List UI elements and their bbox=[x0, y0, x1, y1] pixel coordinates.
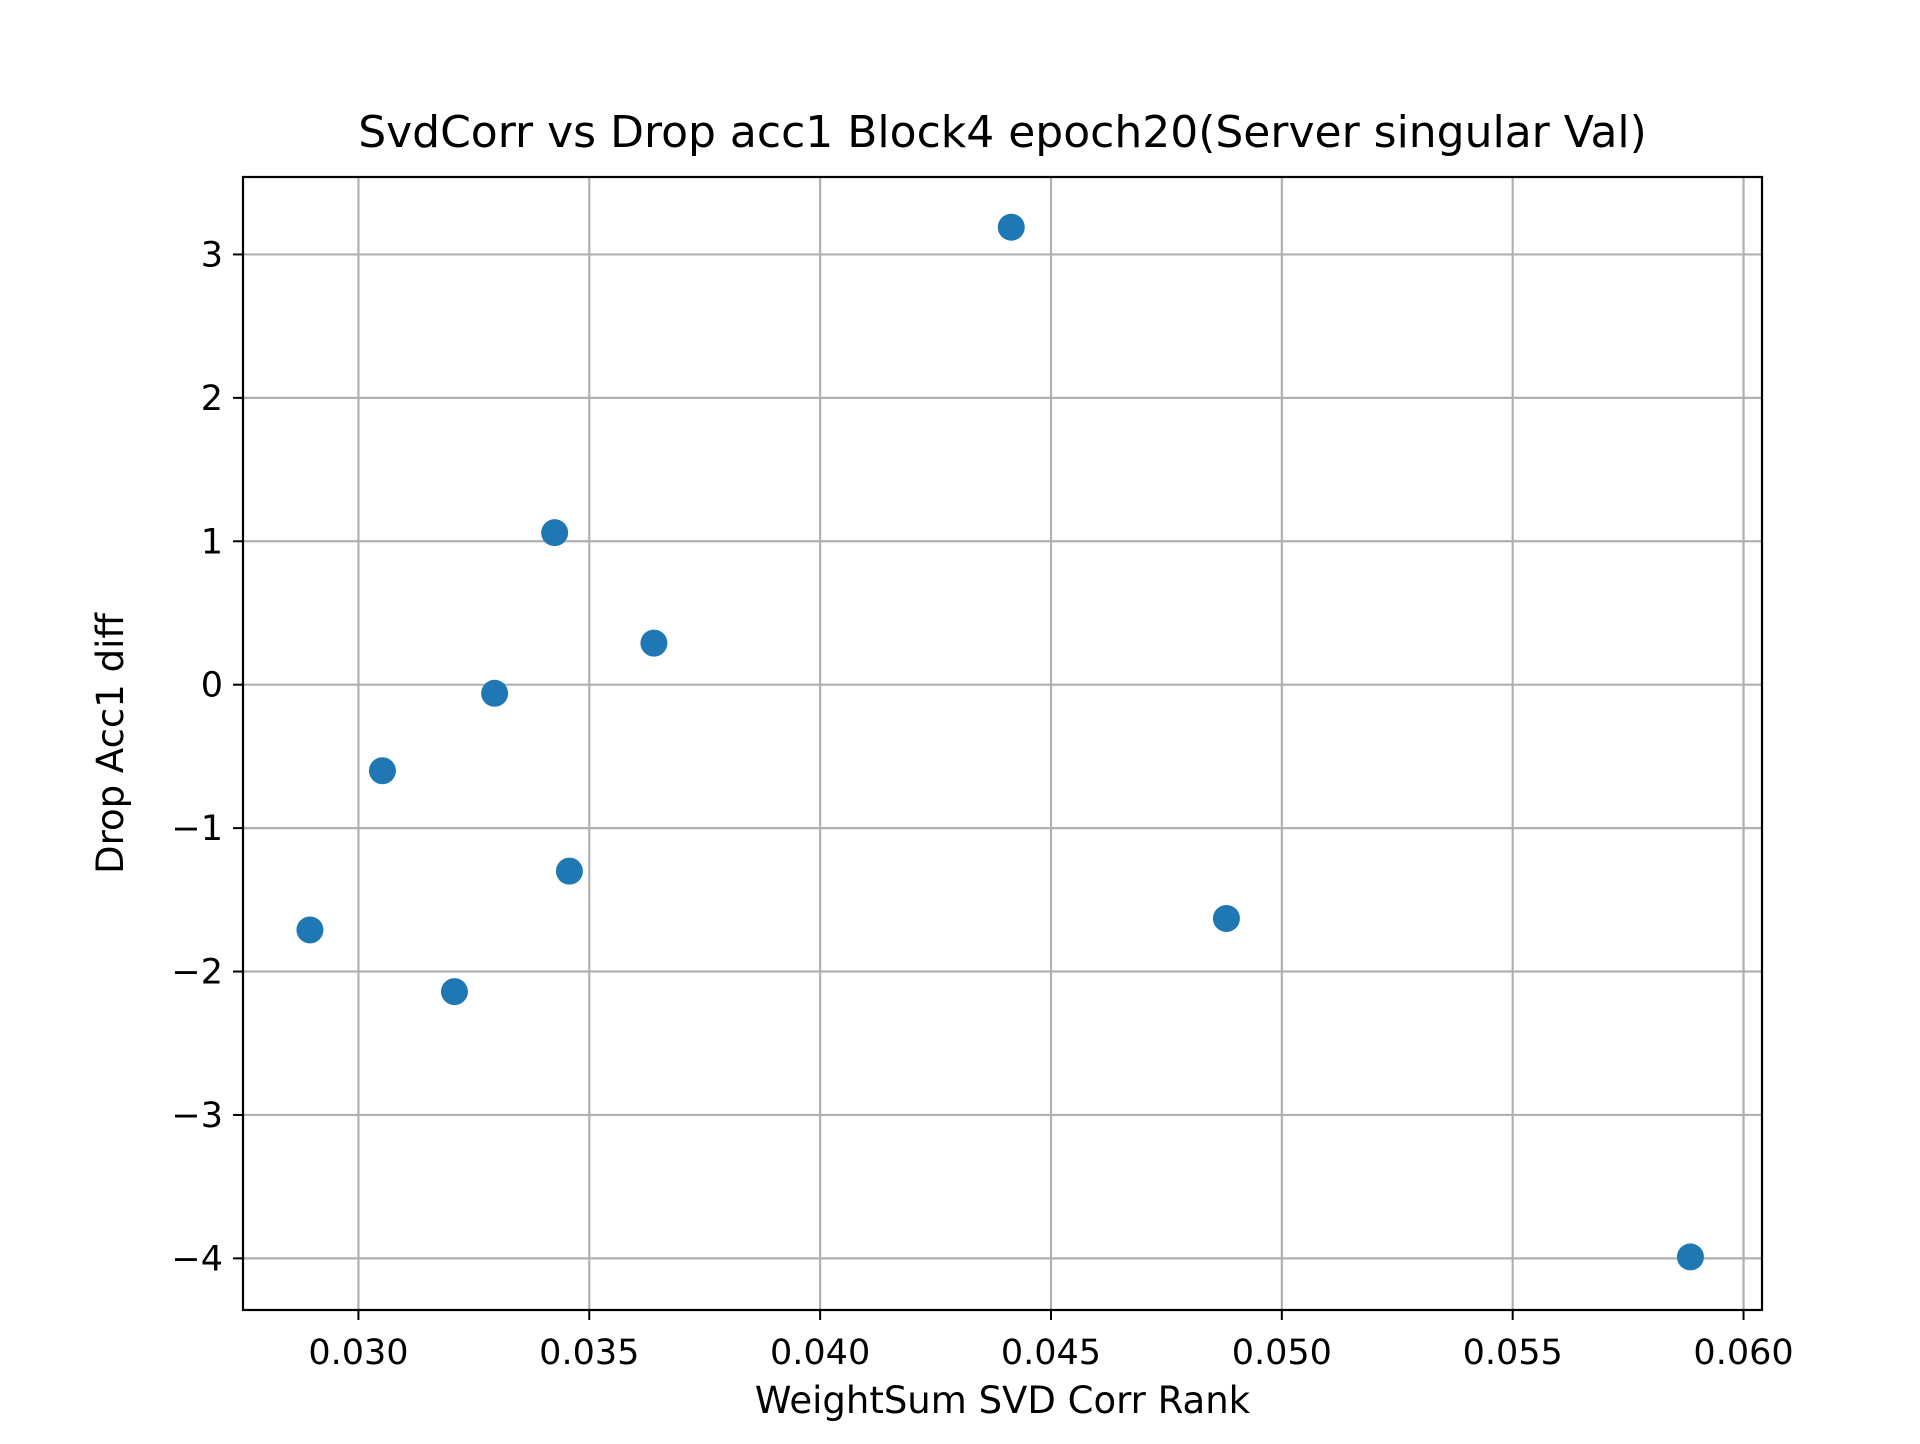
x-tick-label: 0.035 bbox=[539, 1333, 639, 1373]
data-point bbox=[555, 857, 583, 885]
data-point bbox=[440, 978, 468, 1006]
data-point bbox=[997, 213, 1025, 241]
y-tick-label: −2 bbox=[171, 953, 223, 993]
y-tick-label: −1 bbox=[171, 809, 223, 849]
y-tick-label: 0 bbox=[201, 666, 223, 706]
x-tick-label: 0.030 bbox=[308, 1333, 408, 1373]
x-tick-label: 0.060 bbox=[1693, 1333, 1793, 1373]
x-axis-label: WeightSum SVD Corr Rank bbox=[755, 1379, 1251, 1422]
data-point bbox=[1676, 1243, 1704, 1271]
axes-frame bbox=[241, 175, 1764, 1312]
x-tick-label: 0.055 bbox=[1463, 1333, 1563, 1373]
data-point bbox=[640, 629, 668, 657]
grid-layer bbox=[243, 177, 1762, 1310]
data-points bbox=[296, 213, 1704, 1271]
data-point bbox=[1212, 904, 1240, 932]
y-tick-label: 2 bbox=[201, 379, 223, 419]
x-tick-label: 0.040 bbox=[770, 1333, 870, 1373]
data-point bbox=[541, 519, 569, 547]
y-tick-label: 3 bbox=[201, 235, 223, 275]
x-tick-label: 0.045 bbox=[1001, 1333, 1101, 1373]
x-tick-label: 0.050 bbox=[1232, 1333, 1332, 1373]
y-axis-label: Drop Acc1 diff bbox=[89, 612, 132, 874]
tick-layer: 0.030 0.035 0.040 0.045 0.050 0.055 0.060 −4 −3 −… bbox=[171, 235, 1793, 1373]
y-tick-label: 1 bbox=[201, 522, 223, 562]
y-tick-label: −3 bbox=[171, 1096, 223, 1136]
chart-title: SvdCorr vs Drop acc1 Block4 epoch20(Serv… bbox=[358, 107, 1647, 158]
data-point bbox=[368, 757, 396, 785]
data-point bbox=[296, 916, 324, 944]
data-point bbox=[481, 679, 509, 707]
y-tick-label: −4 bbox=[171, 1239, 223, 1279]
